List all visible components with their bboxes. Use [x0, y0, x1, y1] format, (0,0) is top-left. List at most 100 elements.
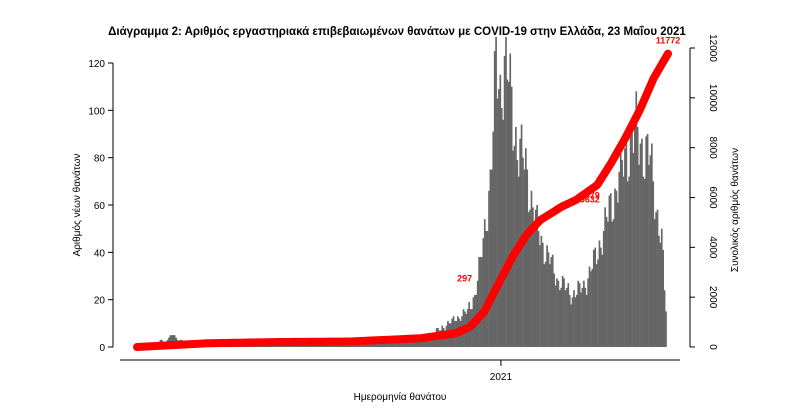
bar [558, 290, 561, 347]
bar [541, 242, 544, 347]
bar [632, 152, 635, 347]
bar [636, 126, 639, 348]
y-axis-right: 0 2000 4000 6000 8000 10000 12000 [689, 34, 718, 350]
bar [658, 235, 660, 347]
bar [622, 176, 625, 347]
bar [621, 160, 623, 347]
bar [575, 294, 578, 347]
bar [591, 268, 594, 347]
y2-tick-label: 12000 [707, 34, 718, 62]
bar [663, 290, 666, 347]
y-tick-label: 0 [99, 343, 105, 354]
bar [614, 188, 616, 347]
bar [578, 283, 581, 347]
y2-tick-label: 4000 [707, 236, 718, 259]
bar [532, 207, 534, 347]
bar [574, 297, 577, 347]
bar [493, 51, 496, 348]
bar [396, 339, 398, 347]
bar [502, 119, 504, 347]
bar [495, 36, 497, 347]
bar [505, 36, 507, 347]
y2-tick-label: 8000 [707, 137, 718, 160]
bar [639, 143, 642, 347]
bar [653, 219, 656, 347]
bar [651, 143, 653, 347]
bar [595, 264, 598, 347]
y-tick-label: 40 [94, 248, 106, 259]
bar [561, 276, 564, 347]
bar [500, 107, 503, 347]
bar [573, 290, 575, 347]
y2-tick-label: 0 [707, 344, 718, 350]
bar [553, 273, 555, 347]
bar [597, 259, 599, 347]
bar [605, 216, 608, 347]
bar [306, 344, 309, 347]
bar [509, 53, 512, 347]
bar [649, 155, 652, 347]
bar [624, 148, 626, 347]
y-tick-label: 120 [88, 59, 105, 70]
bar [387, 342, 390, 347]
bar [413, 339, 415, 347]
bar [577, 280, 580, 347]
bar [517, 176, 520, 347]
bar [629, 134, 632, 347]
bar [608, 195, 611, 347]
y2-tick-label: 10000 [707, 84, 718, 112]
bar [601, 254, 604, 347]
bar [510, 86, 513, 348]
bar [592, 249, 595, 347]
bar [485, 231, 488, 347]
bar [482, 238, 485, 347]
bar [478, 257, 480, 347]
bar [499, 74, 502, 347]
bar [571, 297, 574, 347]
bar [543, 264, 546, 347]
bar [533, 226, 536, 347]
bar [554, 285, 557, 347]
bar [526, 169, 529, 347]
chart-title: Διάγραμμα 2: Αριθμός εργαστηριακά επιβεβ… [108, 26, 686, 38]
bar [483, 219, 486, 347]
y2-tick-label: 2000 [707, 286, 718, 309]
cumulative-data-label: 5632 [580, 195, 600, 205]
bar [374, 342, 377, 347]
bar [506, 79, 509, 347]
bar [645, 136, 648, 347]
y-tick-label: 20 [94, 296, 106, 307]
bar [522, 157, 524, 347]
bar [411, 339, 414, 347]
bar [496, 98, 499, 347]
bar [527, 212, 530, 347]
bar [611, 221, 614, 347]
bar [400, 339, 403, 347]
bar [607, 221, 609, 347]
bar [646, 134, 649, 347]
bar [665, 311, 667, 347]
bar [564, 290, 567, 347]
bar [566, 287, 568, 347]
y-axis-left: 0 20 40 60 80 100 120 [88, 59, 114, 354]
bar [311, 344, 313, 347]
bar [547, 252, 550, 347]
bar [507, 81, 510, 348]
y2-axis-label: Συνολικός αριθμός θανάτων [729, 148, 741, 272]
y-tick-label: 60 [94, 201, 106, 212]
bar [530, 190, 533, 347]
bar [414, 339, 417, 347]
bar [660, 228, 663, 347]
bar [534, 209, 537, 347]
bar [580, 292, 582, 347]
bar [315, 344, 318, 347]
bar [536, 205, 538, 347]
bar [373, 342, 376, 347]
bar [309, 344, 312, 347]
bar [602, 231, 605, 347]
bar [491, 169, 493, 347]
bar [635, 91, 638, 348]
bar [641, 138, 643, 347]
bar [386, 342, 388, 347]
